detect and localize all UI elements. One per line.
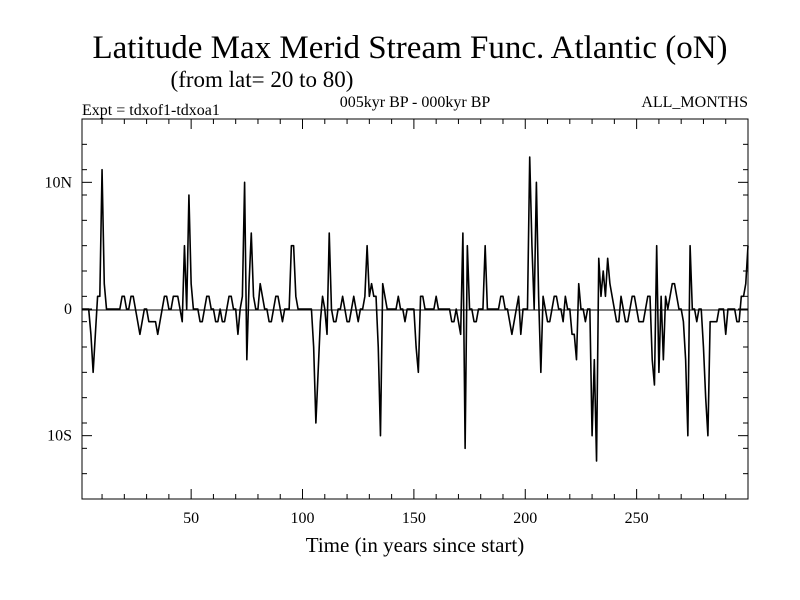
- x-ticks: 50 100 150 200 250: [183, 119, 649, 527]
- y-ticks: 10S 0 10N: [44, 174, 748, 445]
- series-line: [82, 156, 749, 462]
- y-tick-label: 10S: [47, 428, 72, 445]
- x-tick-label: 100: [291, 510, 315, 527]
- season-label: ALL_MONTHS: [641, 94, 748, 111]
- y-tick-label: 0: [64, 301, 72, 318]
- chart-subtitle: (from lat= 20 to 80): [171, 67, 354, 92]
- chart-title: Latitude Max Merid Stream Func. Atlantic…: [92, 30, 727, 66]
- x-tick-label: 50: [183, 510, 199, 527]
- y-tick-label: 10N: [44, 174, 72, 191]
- x-tick-label: 150: [402, 510, 426, 527]
- period-label: 005kyr BP - 000kyr BP: [340, 94, 491, 111]
- x-tick-label: 250: [625, 510, 649, 527]
- x-tick-label: 200: [513, 510, 537, 527]
- x-axis-label: Time (in years since start): [306, 533, 525, 557]
- minor-ticks: [82, 119, 748, 499]
- experiment-label: Expt = tdxof1-tdxoa1: [82, 102, 220, 119]
